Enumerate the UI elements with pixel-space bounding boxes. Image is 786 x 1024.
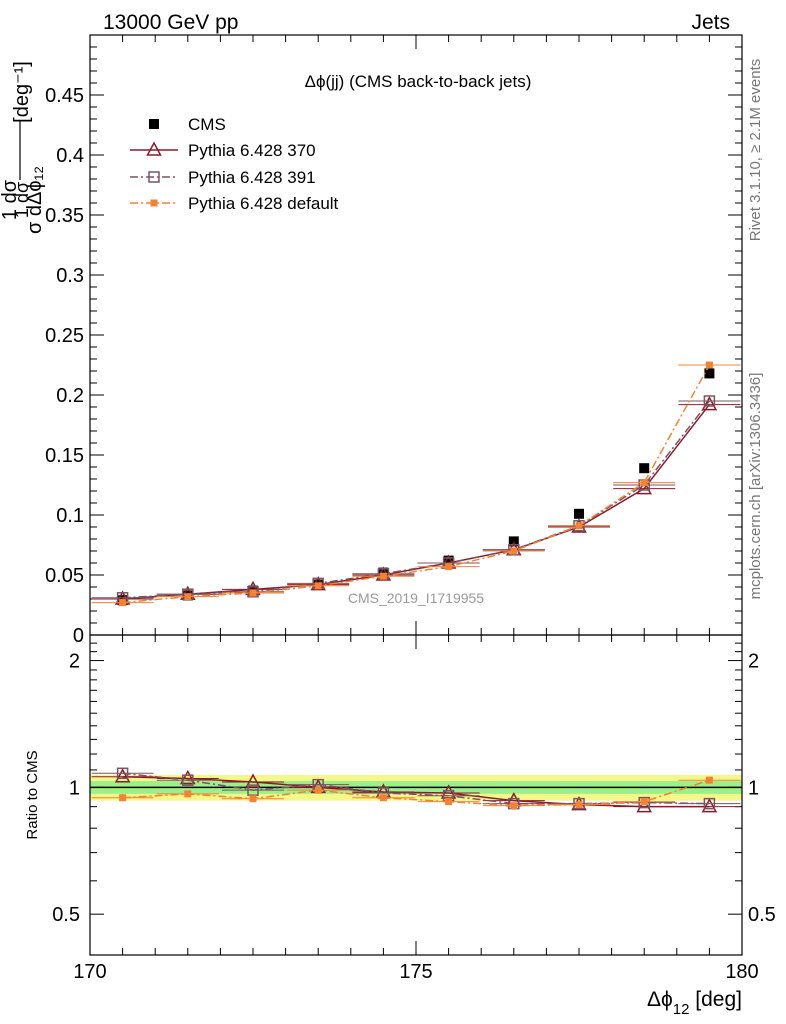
ratio-point-0 xyxy=(636,798,652,813)
ratio-point-0 xyxy=(114,768,131,783)
ratio-point-1 xyxy=(182,774,194,786)
main-point-3 xyxy=(510,547,518,555)
legend-label-0: CMS xyxy=(188,115,226,134)
legend-marker-3 xyxy=(150,199,158,207)
main-point-3 xyxy=(184,593,192,601)
ratio-point-1 xyxy=(116,767,129,780)
ratio-point-2 xyxy=(705,776,713,784)
main-point-0 xyxy=(378,567,389,578)
y-tick-label-ratio-right: 1 xyxy=(748,777,759,799)
y-axis-label-main: 1 dσ 1 dσ σ dΔϕ₁₂ [deg⁻¹] xyxy=(0,61,46,234)
ratio-point-0 xyxy=(701,798,718,813)
series-layer xyxy=(91,361,741,813)
main-series-1 xyxy=(91,396,741,605)
ratio-point-1 xyxy=(703,797,716,810)
side-label-rivet: Rivet 3.1.10, ≥ 2.1M events xyxy=(747,59,764,242)
y-tick-label-main: 0.3 xyxy=(56,265,84,287)
ratio-point-2 xyxy=(379,794,387,802)
svg-text:1 dσ: 1 dσ xyxy=(0,179,21,220)
y-tick-label-ratio-right: 0.5 xyxy=(748,904,776,926)
y-tick-label-ratio-left: 0.5 xyxy=(52,904,80,926)
chart-title: Δϕ(jj) (CMS back-to-back jets) xyxy=(305,72,532,91)
main-point-3 xyxy=(314,582,322,590)
y-tick-label-main: 0 xyxy=(73,625,84,647)
legend-label-1: Pythia 6.428 370 xyxy=(188,141,316,160)
y-tick-label-main: 0.1 xyxy=(56,505,84,527)
watermark: CMS_2019_I1719955 xyxy=(348,590,484,606)
main-point-3 xyxy=(705,361,713,369)
svg-text:Δϕ12 [deg]: Δϕ12 [deg] xyxy=(647,988,742,1018)
legend-label-2: Pythia 6.428 391 xyxy=(188,168,316,187)
ratio-point-2 xyxy=(445,798,453,806)
ratio-point-2 xyxy=(640,798,648,806)
main-point-3 xyxy=(249,589,257,597)
main-line-2 xyxy=(122,400,710,599)
ratio-line-0 xyxy=(122,775,710,808)
main-point-1 xyxy=(636,480,652,495)
ratio-point-0 xyxy=(180,769,196,785)
ratio-point-2 xyxy=(314,786,322,794)
header-right: Jets xyxy=(691,11,730,34)
x-axis-label: Δϕ12 [deg] xyxy=(647,988,742,1018)
legend-marker-2 xyxy=(148,171,160,183)
main-point-0 xyxy=(639,463,650,474)
main-series-3 xyxy=(91,361,741,607)
svg-text:[deg⁻¹]: [deg⁻¹] xyxy=(11,61,33,123)
ratio-point-0 xyxy=(245,773,261,788)
header-left: 13000 GeV pp xyxy=(103,11,238,34)
y-tick-label-main: 0.15 xyxy=(45,445,84,467)
legend: CMS Pythia 6.428 370 Pythia 6.428 391 Pythi… xyxy=(130,115,339,213)
ratio-point-1 xyxy=(573,797,585,810)
ratio-point-1 xyxy=(638,796,650,809)
x-tick-label: 180 xyxy=(725,961,758,983)
axes-layer: 0 0.05 0.1 0.15 0.2 0.25 0.3 0.35 0.4 0.45 0.5 0.5 1… xyxy=(45,34,776,983)
main-point-3 xyxy=(445,563,453,571)
y-tick-label-main: 0.4 xyxy=(56,145,84,167)
x-tick-label: 170 xyxy=(73,961,106,983)
y-tick-label-ratio-right: 2 xyxy=(748,651,759,673)
ratio-point-1 xyxy=(247,784,259,796)
y-tick-label-main: 0.45 xyxy=(45,85,84,107)
side-label-mcplots: mcplots.cern.ch [arXiv:1306.3436] xyxy=(747,373,764,600)
main-point-0 xyxy=(574,508,584,519)
ratio-line-2 xyxy=(122,779,710,807)
ratio-point-2 xyxy=(510,802,518,810)
svg-text:1 dσ: 1 dσ xyxy=(12,182,32,218)
main-point-3 xyxy=(379,572,387,580)
main-point-3 xyxy=(640,479,648,487)
ratio-point-2 xyxy=(249,795,257,803)
y-axis-label-ratio: Ratio to CMS xyxy=(24,750,41,839)
ylabel-frac-num: 1 dσ xyxy=(12,182,32,218)
legend-label-3: Pythia 6.428 default xyxy=(188,194,339,213)
svg-text:σ dΔϕ₁₂: σ dΔϕ₁₂ xyxy=(24,166,46,234)
y-tick-label-ratio-left: 2 xyxy=(69,651,80,673)
main-point-3 xyxy=(575,522,583,530)
main-point-2 xyxy=(703,395,716,407)
y-tick-label-main: 0.05 xyxy=(45,565,84,587)
y-tick-label-ratio-left: 1 xyxy=(69,777,80,799)
y-tick-label-main: 0.25 xyxy=(45,325,84,347)
main-point-1 xyxy=(701,396,718,411)
main-point-0 xyxy=(704,368,715,379)
main-line-1 xyxy=(122,404,710,600)
main-line-3 xyxy=(122,364,711,604)
ratio-line-1 xyxy=(122,772,710,805)
x-tick-label: 175 xyxy=(399,961,432,983)
main-point-3 xyxy=(119,599,127,607)
ratio-series-2 xyxy=(91,776,741,810)
y-tick-label-main: 0.2 xyxy=(56,385,84,407)
legend-marker-0 xyxy=(149,119,159,129)
y-tick-label-main: 0.35 xyxy=(45,205,84,227)
ratio-point-2 xyxy=(184,790,192,798)
ratio-point-0 xyxy=(440,784,457,799)
main-point-0 xyxy=(443,555,454,566)
ratio-point-2 xyxy=(575,801,583,809)
ratio-point-2 xyxy=(119,794,127,802)
legend-marker-1 xyxy=(146,141,162,156)
